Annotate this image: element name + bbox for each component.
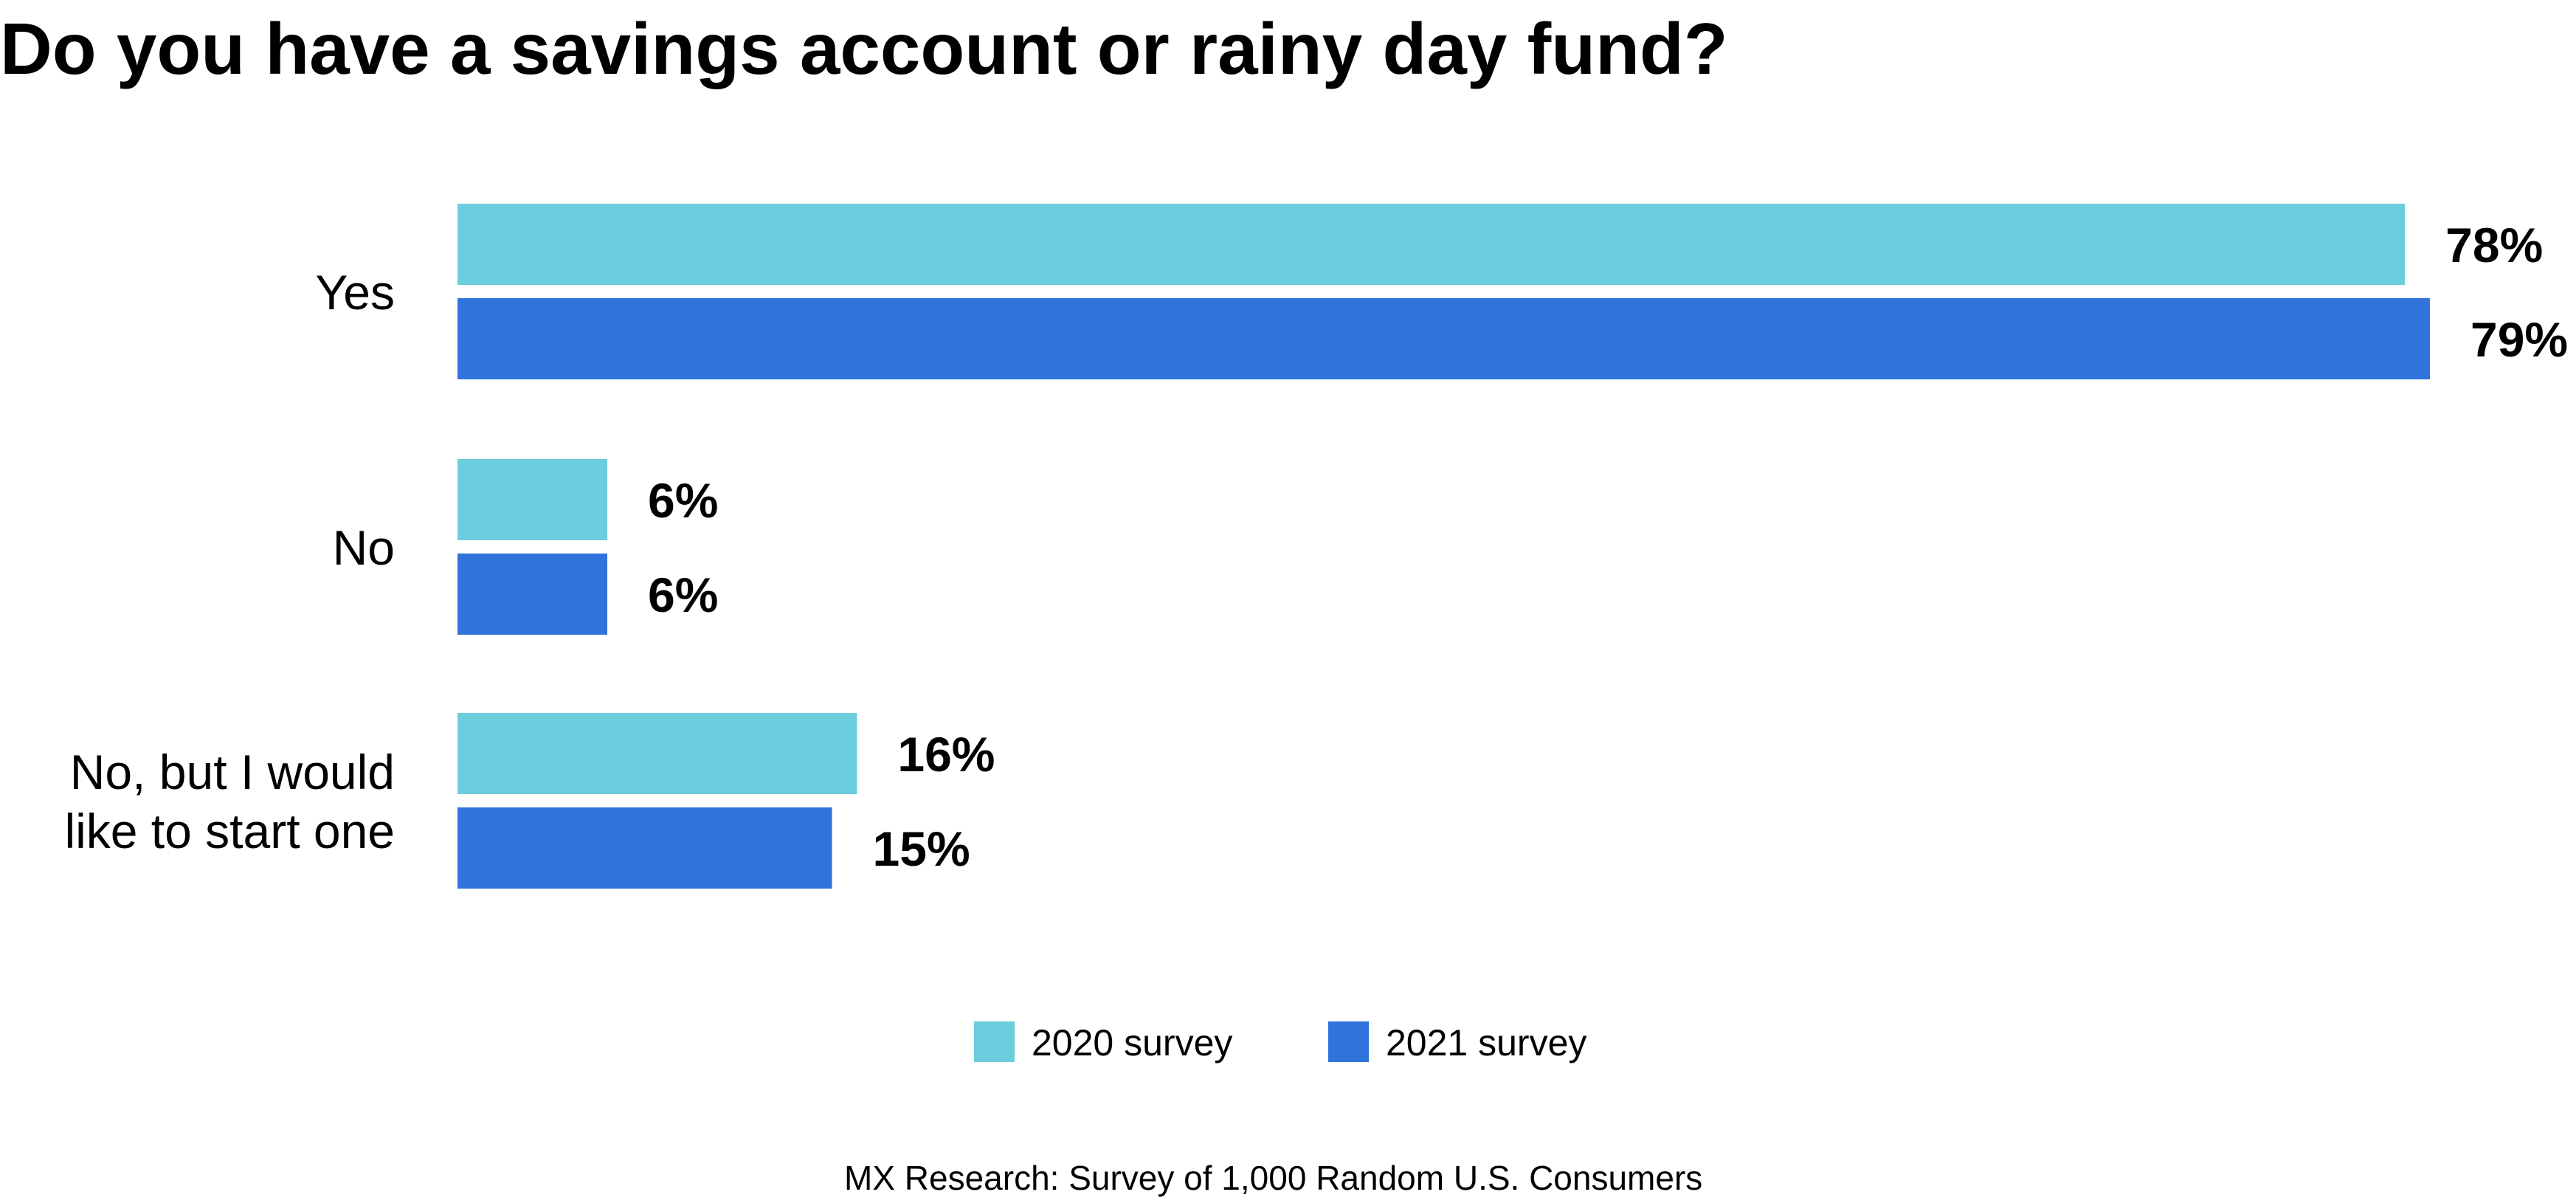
category-label: Yes (315, 265, 395, 320)
category-label: like to start one (64, 804, 395, 858)
value-label: 15% (873, 821, 970, 876)
category-label: No, but I would (70, 745, 395, 799)
bar-2021 (457, 554, 608, 635)
value-labels: 78% 79% 6% 6% 16% 15% (648, 218, 2568, 876)
bar-2021 (457, 298, 2430, 379)
bars-layer (457, 204, 2430, 889)
bar-2020 (457, 459, 608, 540)
legend: 2020 survey 2021 survey (974, 1021, 1586, 1064)
category-label: No (333, 520, 395, 575)
bar-2021 (457, 807, 832, 889)
legend-swatch (1328, 1021, 1369, 1062)
value-label: 6% (648, 473, 718, 528)
chart-title: Do you have a savings account or rainy d… (0, 8, 1728, 89)
legend-label: 2021 survey (1386, 1022, 1586, 1064)
legend-label: 2020 survey (1032, 1022, 1232, 1064)
value-label: 6% (648, 568, 718, 622)
value-label: 79% (2470, 312, 2568, 367)
legend-swatch (974, 1021, 1015, 1062)
value-label: 78% (2445, 218, 2543, 272)
source-note: MX Research: Survey of 1,000 Random U.S.… (844, 1159, 1702, 1197)
bar-2020 (457, 204, 2406, 285)
value-label: 16% (897, 727, 995, 782)
bar-2020 (457, 713, 857, 794)
